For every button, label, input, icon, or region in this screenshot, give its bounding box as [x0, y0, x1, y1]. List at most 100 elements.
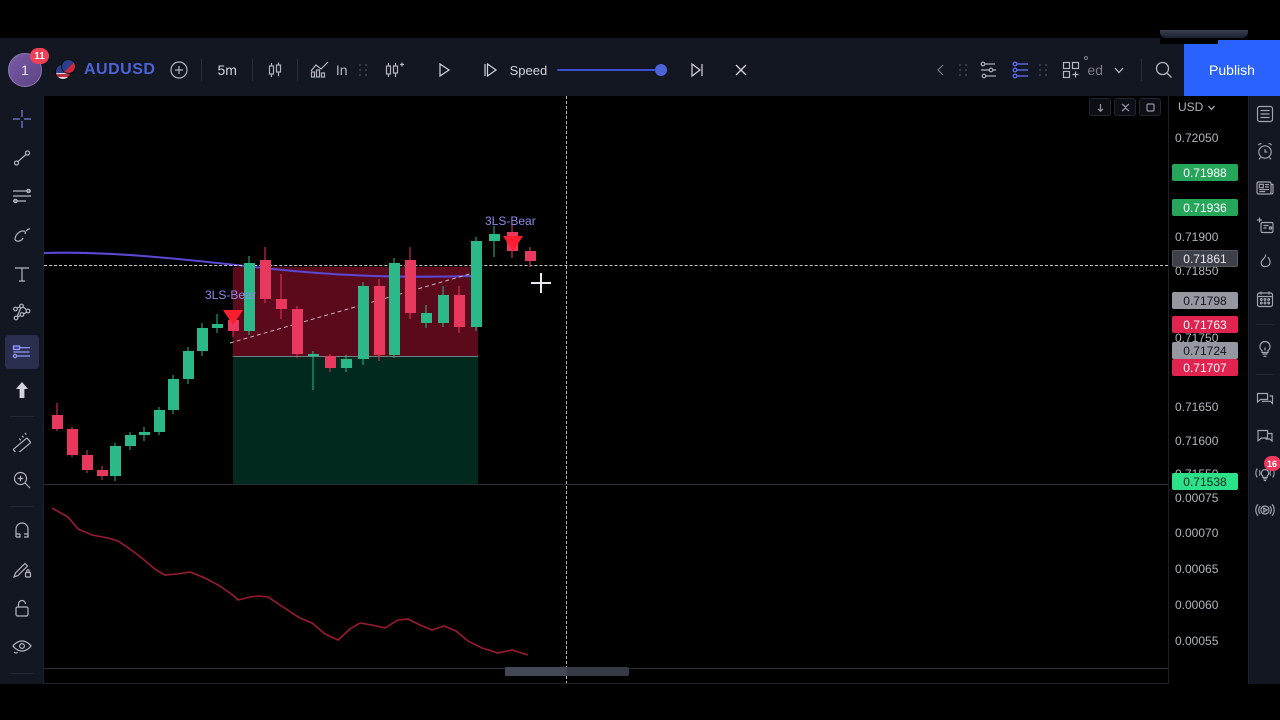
brush-tool[interactable] [5, 218, 39, 252]
measure-tool[interactable] [5, 424, 39, 458]
text-tool[interactable] [5, 257, 39, 291]
arrow-down-icon[interactable] [1089, 98, 1111, 116]
broadcast-bulb-icon[interactable]: 16 [1251, 456, 1280, 487]
flame-icon[interactable] [1251, 248, 1279, 276]
broadcast-play-icon[interactable] [1251, 496, 1279, 524]
candle [437, 286, 449, 327]
layout-settings-active-icon[interactable] [1005, 54, 1037, 86]
grid-layout-icon[interactable] [1055, 54, 1087, 86]
candle-body [124, 434, 136, 447]
chart-canvas[interactable]: 3LS-Bear 3LS-Bear [44, 96, 1168, 684]
letterbox-dark-strip [0, 38, 1160, 45]
search-icon[interactable] [1148, 54, 1180, 86]
scrollbar-thumb[interactable] [505, 667, 567, 676]
plus-circle-icon[interactable] [163, 54, 195, 86]
signal-label: 3LS-Bear [205, 288, 256, 302]
top-letterbox [0, 0, 1280, 45]
divider [9, 505, 34, 507]
crosshair-tool[interactable] [5, 102, 39, 136]
price-tick: 0.00055 [1175, 634, 1219, 648]
jump-to-end-icon[interactable] [681, 54, 713, 86]
pane-separator[interactable] [44, 484, 1168, 485]
symbol-flag-icon [55, 59, 77, 81]
drag-dots-icon[interactable] [957, 60, 969, 80]
step-forward-icon[interactable] [474, 54, 506, 86]
price-label: 0.71861 [1172, 250, 1238, 267]
watchlist-icon[interactable] [1251, 100, 1279, 128]
replay-vertical-line [566, 96, 567, 684]
publish-button[interactable]: Publish [1184, 44, 1280, 96]
symbol-name[interactable]: AUDUSD [84, 61, 156, 78]
candlestick-icon[interactable] [259, 54, 291, 86]
arrow-tool[interactable] [5, 374, 39, 408]
price-tick: 0.00070 [1175, 526, 1219, 540]
drag-dots-icon[interactable] [1037, 60, 1049, 80]
horizontal-lines-tool[interactable] [5, 180, 39, 214]
candle-body [291, 308, 303, 354]
lock-drawings-tool[interactable] [5, 592, 39, 626]
candle [138, 426, 150, 441]
data-window-icon[interactable] [1251, 211, 1279, 239]
candle-body [420, 312, 432, 323]
drawing-mode-tool[interactable] [5, 553, 39, 587]
speed-slider[interactable] [557, 63, 668, 77]
layout-settings-icon[interactable] [973, 54, 1005, 86]
candlestick-plus-icon[interactable] [378, 54, 410, 86]
candle [153, 406, 165, 435]
candle [373, 279, 385, 361]
top-toolbar: 1 11 AUDUSD 5m In [0, 44, 1280, 96]
chevron-down-icon[interactable] [1206, 102, 1217, 113]
divider [251, 59, 253, 81]
price-tick: 0.71900 [1175, 230, 1219, 244]
ideas-badge[interactable]: 16 [1263, 456, 1280, 471]
chats-icon[interactable] [1251, 385, 1279, 413]
candle-body [96, 469, 108, 477]
price-label: 0.71538 [1172, 473, 1238, 490]
candle-body [453, 294, 465, 327]
timeframe-button[interactable]: 5m [217, 62, 237, 78]
candle-body [388, 262, 400, 356]
signal-arrow-down-icon [503, 236, 523, 251]
indicators-icon[interactable] [304, 54, 336, 86]
lightbulb-icon[interactable] [1251, 335, 1279, 363]
chat-bubble-icon[interactable] [1251, 422, 1279, 450]
candle [420, 304, 432, 329]
news-icon[interactable] [1251, 174, 1279, 202]
forecast-tool[interactable] [4, 334, 39, 369]
notification-badge[interactable]: 11 [30, 48, 49, 64]
zoom-tool[interactable] [5, 463, 39, 497]
candle-wick [216, 314, 218, 333]
indicators-label[interactable]: In [335, 62, 348, 78]
calendar-icon[interactable] [1251, 285, 1279, 313]
price-level-line [44, 265, 1168, 266]
close-icon[interactable] [725, 54, 757, 86]
currency-selector[interactable]: USD [1169, 96, 1248, 118]
maximize-icon[interactable] [1139, 98, 1161, 116]
candle-body [437, 294, 449, 323]
drag-dots-icon[interactable] [358, 60, 370, 80]
collapse-icon[interactable] [1114, 98, 1136, 116]
candle [96, 465, 108, 481]
patterns-tool[interactable] [5, 296, 39, 330]
price-tick: 0.72050 [1175, 131, 1219, 145]
play-icon[interactable] [428, 54, 460, 86]
speed-label: Speed [509, 62, 548, 78]
alarm-clock-icon[interactable] [1251, 137, 1279, 165]
price-scale[interactable]: USD 0.720500.720000.719500.719000.718500… [1168, 96, 1248, 684]
currency-label: USD [1178, 100, 1204, 114]
chevron-down-icon[interactable] [1103, 54, 1135, 86]
user-avatar[interactable]: 1 11 [8, 48, 49, 87]
hide-drawings-tool[interactable] [5, 630, 39, 664]
candle [453, 286, 465, 333]
candle [196, 322, 208, 357]
magnet-tool[interactable] [5, 514, 39, 548]
trend-line-tool[interactable] [5, 141, 39, 175]
candle [275, 273, 287, 319]
slider-knob[interactable] [655, 64, 668, 76]
divider [1255, 324, 1274, 325]
chart-time-scrollbar[interactable] [505, 667, 629, 676]
candle [227, 314, 239, 337]
device-notch [1160, 30, 1248, 38]
chevron-left-icon[interactable] [925, 54, 957, 86]
